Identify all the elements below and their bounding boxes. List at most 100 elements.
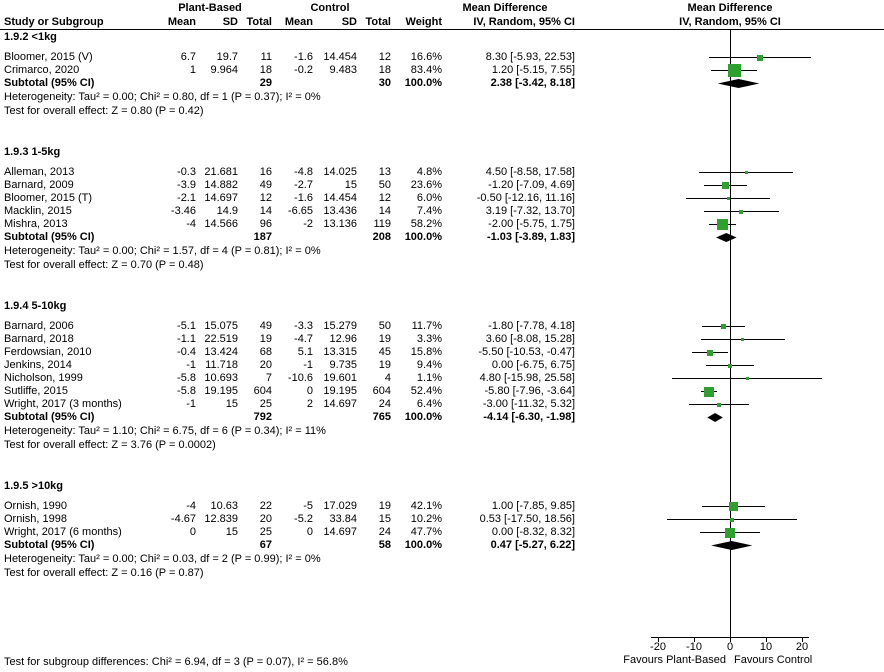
plant-total-column-header: Total [246, 16, 272, 28]
effect-square [717, 219, 729, 230]
weight: 100.0% [404, 77, 442, 89]
heterogeneity-text: Heterogeneity: Tau² = 0.00; Chi² = 0.80,… [4, 91, 321, 103]
control-sd: 13.136 [323, 218, 357, 230]
study-row: Jenkins, 2014 -1 11.718 20 -1 9.735 19 9.4% 0.00… [0, 359, 884, 372]
ci-text: 0.00 [-6.75, 6.75] [491, 359, 575, 371]
study-label: Barnard, 2009 [4, 179, 74, 191]
plant-total: 11 [260, 51, 272, 63]
control-total: 50 [378, 320, 391, 332]
weight-column-header: Weight [405, 16, 442, 28]
subgroup-title: 1.9.4 5-10kg [4, 300, 67, 312]
control-mean-column-header: Mean [284, 16, 313, 28]
weight: 15.8% [410, 346, 442, 358]
plant-based-group-header: Plant-Based [178, 2, 242, 14]
control-mean: 2 [306, 398, 313, 410]
control-mean: 0 [306, 526, 313, 538]
control-sd: 14.025 [323, 166, 357, 178]
plant-mean: -4 [186, 218, 196, 230]
control-mean: -2.7 [294, 179, 313, 191]
plant-mean: -0.4 [177, 346, 196, 358]
ci-text: -4.14 [-6.30, -1.98] [483, 411, 575, 423]
axis-tick-label: 10 [759, 641, 773, 653]
control-sd: 9.735 [329, 359, 357, 371]
effect-square [741, 338, 745, 341]
plant-sd: 14.9 [216, 205, 238, 217]
control-total: 19 [378, 359, 391, 371]
plant-mean: -4 [186, 500, 196, 512]
plant-sd: 14.882 [204, 179, 238, 191]
subgroup-section: 1.9.3 1-5kg Alleman, 2013 -0.3 21.681 16 -4.8… [0, 146, 884, 272]
control-total-column-header: Total [365, 16, 391, 28]
study-label: Jenkins, 2014 [4, 359, 72, 371]
heterogeneity-text: Heterogeneity: Tau² = 1.10; Chi² = 6.75,… [4, 425, 326, 437]
subgroup-title-row: 1.9.5 >10kg [0, 480, 884, 493]
study-row: Barnard, 2006 -5.1 15.075 49 -3.3 15.279 50 11.… [0, 320, 884, 333]
plant-sd: 10.63 [210, 500, 238, 512]
control-sd: 14.454 [323, 192, 357, 204]
effect-square [726, 197, 730, 200]
study-label: Nicholson, 1999 [4, 372, 83, 384]
ci-text: -1.80 [-7.78, 4.18] [488, 320, 575, 332]
plant-total: 29 [259, 77, 272, 89]
plant-total: 25 [259, 398, 272, 410]
subtotal-diamond [707, 413, 723, 422]
ci-text: 3.19 [-7.32, 13.70] [485, 205, 575, 217]
heterogeneity-row: Heterogeneity: Tau² = 1.10; Chi² = 6.75,… [0, 424, 884, 438]
study-row: Barnard, 2018 -1.1 22.519 19 -4.7 12.96 19 3.3%… [0, 333, 884, 346]
overall-effect-text: Test for overall effect: Z = 0.80 (P = 0… [4, 105, 204, 117]
control-total: 15 [378, 513, 391, 525]
control-mean: -1.6 [294, 51, 313, 63]
mean-difference-plot-header: Mean Difference [687, 2, 773, 14]
control-sd: 33.84 [329, 513, 357, 525]
study-label: Sutliffe, 2015 [4, 385, 69, 397]
ci-text: -5.50 [-10.53, -0.47] [478, 346, 575, 358]
subtotal-label: Subtotal (95% CI) [4, 231, 95, 243]
weight: 3.3% [416, 333, 442, 345]
overall-effect-text: Test for overall effect: Z = 3.76 (P = 0… [4, 439, 216, 451]
subgroup-title: 1.9.3 1-5kg [4, 146, 61, 158]
weight: 10.2% [410, 513, 442, 525]
control-mean: -0.2 [294, 64, 313, 76]
plant-total: 49 [259, 320, 272, 332]
weight: 11.7% [411, 320, 442, 332]
control-group-header: Control [310, 2, 350, 14]
control-sd: 15 [344, 179, 357, 191]
axis-tick-label: -10 [686, 641, 702, 653]
study-label: Barnard, 2018 [4, 333, 74, 345]
forest-rows: 1.9.2 <1kg Bloomer, 2015 (V) 6.7 19.7 11 -1.6… [0, 31, 884, 580]
favours-left-label: Favours Plant-Based [623, 654, 726, 666]
plant-total: 187 [253, 231, 272, 243]
heterogeneity-row: Heterogeneity: Tau² = 0.00; Chi² = 0.03,… [0, 552, 884, 566]
ci-text: 3.60 [-8.08, 15.28] [485, 333, 575, 345]
axis-tick [694, 637, 695, 642]
plant-mean: -4.67 [170, 513, 196, 525]
weight: 58.2% [410, 218, 442, 230]
study-label: Wright, 2017 (3 months) [4, 398, 122, 410]
ci-text: -1.20 [-7.09, 4.69] [488, 179, 575, 191]
ci-plot-column-header: IV, Random, 95% CI [679, 16, 781, 28]
plant-sd: 15.075 [204, 320, 238, 332]
subgroup-section: 1.9.2 <1kg Bloomer, 2015 (V) 6.7 19.7 11 -1.6… [0, 31, 884, 118]
plant-sd: 21.681 [204, 166, 238, 178]
axis-tick-label: 20 [795, 641, 809, 653]
control-total: 24 [378, 398, 391, 410]
plant-sd: 12.839 [204, 513, 238, 525]
axis-tick [802, 637, 803, 642]
subgroup-section: 1.9.4 5-10kg Barnard, 2006 -5.1 15.075 49 -3.… [0, 300, 884, 452]
control-mean: -1.6 [294, 192, 313, 204]
effect-square [727, 64, 741, 77]
weight: 9.4% [416, 359, 442, 371]
effect-square [728, 363, 732, 368]
overall-effect-row: Test for overall effect: Z = 0.70 (P = 0… [0, 258, 884, 272]
subgroup-title: 1.9.5 >10kg [4, 480, 64, 492]
plant-sd: 10.693 [204, 372, 238, 384]
plant-total: 792 [253, 411, 272, 423]
control-sd-column-header: SD [341, 16, 357, 28]
weight: 6.4% [416, 398, 442, 410]
effect-square [725, 527, 735, 538]
plant-mean: -3.9 [177, 179, 196, 191]
plant-sd: 11.718 [205, 359, 238, 371]
study-row: Ornish, 1998 -4.67 12.839 20 -5.2 33.84 15 10.2… [0, 513, 884, 526]
control-total: 765 [372, 411, 391, 423]
